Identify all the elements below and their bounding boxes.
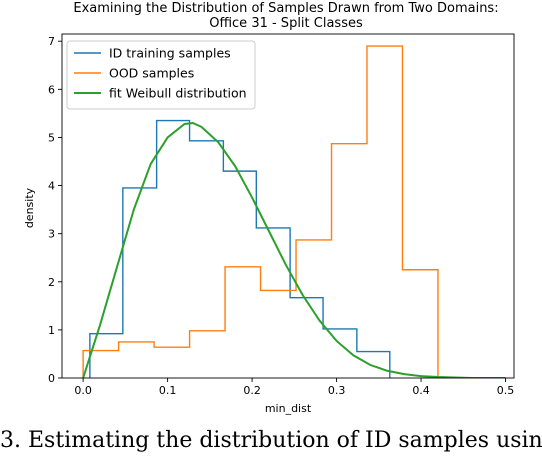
y-tick-label: 1 [48, 324, 55, 337]
x-tick-label: 0.1 [159, 384, 177, 397]
legend-box [66, 40, 256, 110]
chart-title-line-1: Examining the Distribution of Samples Dr… [73, 1, 498, 16]
legend: ID training samples OOD samples fit Weibul… [66, 40, 256, 110]
y-tick-label: 4 [48, 180, 55, 193]
legend-label-0: ID training samples [109, 46, 231, 61]
y-tick-label: 2 [48, 276, 55, 289]
figure-caption: 3. Estimating the distribution of ID sam… [0, 428, 542, 453]
y-tick-label: 0 [48, 372, 55, 385]
plot-area [82, 45, 506, 378]
y-tick-label: 5 [48, 131, 55, 144]
y-tick-label: 3 [48, 228, 55, 241]
chart-svg: Examining the Distribution of Samples Dr… [23, 1, 515, 415]
series-0-histogram [89, 119, 391, 378]
y-axis-label: density [23, 187, 36, 228]
plot-frame [61, 33, 515, 379]
chart: Examining the Distribution of Samples Dr… [23, 1, 515, 415]
legend-label-2: fit Weibull distribution [109, 86, 247, 101]
series-2-line [82, 121, 506, 378]
x-tick-label: 0.3 [328, 384, 346, 397]
legend-label-1: OOD samples [109, 66, 194, 81]
chart-title-line-2: Office 31 - Split Classes [209, 16, 363, 31]
x-tick-label: 0.2 [243, 384, 261, 397]
x-tick-label: 0.0 [74, 384, 92, 397]
x-tick-label: 0.5 [497, 384, 515, 397]
y-tick-label: 6 [48, 83, 55, 96]
x-tick-label: 0.4 [412, 384, 430, 397]
x-axis-label: min_dist [265, 402, 312, 415]
series-1-histogram [82, 45, 439, 378]
y-tick-label: 7 [48, 35, 55, 48]
